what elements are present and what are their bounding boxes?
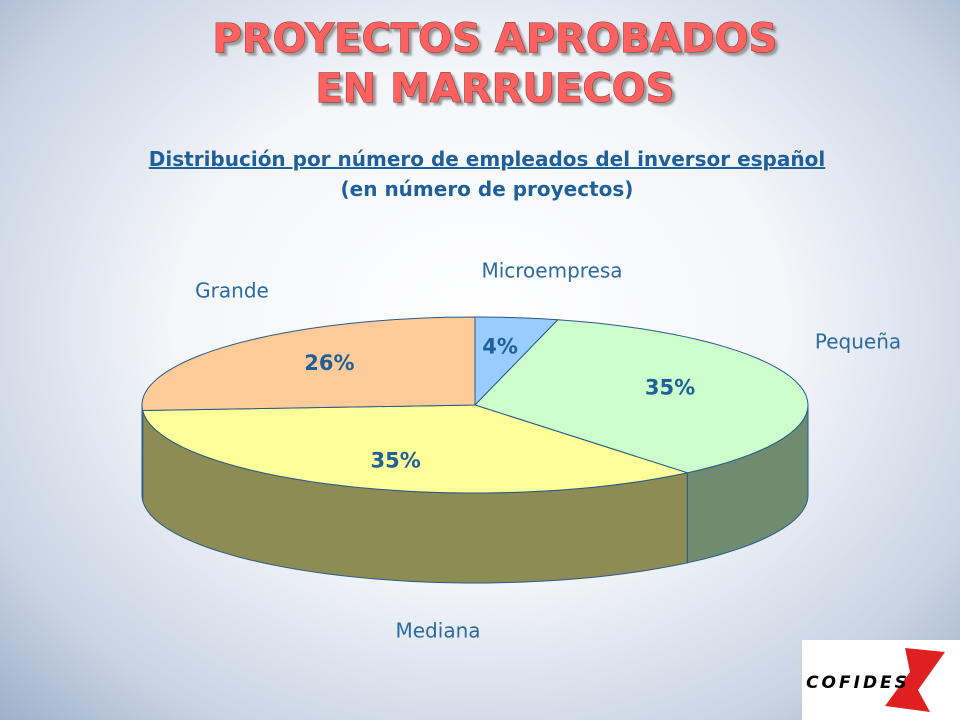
chart-subtitle: Distribución por número de empleados del… bbox=[149, 147, 825, 171]
pie-slice bbox=[474, 319, 809, 474]
category-label: Pequeña bbox=[815, 330, 901, 354]
logo-mark bbox=[885, 648, 945, 712]
pie-slice bbox=[141, 404, 690, 494]
category-label: Grande bbox=[195, 279, 269, 303]
pie: 4% 35% 35% 26% Microempresa Pequeña Mediana Gra… bbox=[141, 259, 901, 643]
data-label: 35% bbox=[371, 448, 421, 472]
data-label: 4% bbox=[482, 335, 518, 359]
pie-slice bbox=[141, 316, 476, 412]
category-label: Mediana bbox=[396, 619, 481, 643]
chart-title: EN MARRUECOS bbox=[315, 66, 674, 112]
data-label: 26% bbox=[304, 351, 354, 375]
category-label: Microempresa bbox=[481, 259, 622, 283]
pie-side bbox=[141, 405, 144, 501]
chart-title: PROYECTOS APROBADOS bbox=[213, 16, 778, 62]
data-label: 35% bbox=[645, 375, 695, 399]
logo-text: COFIDES bbox=[806, 673, 910, 693]
chart-subtitle: (en número de proyectos) bbox=[341, 177, 634, 201]
